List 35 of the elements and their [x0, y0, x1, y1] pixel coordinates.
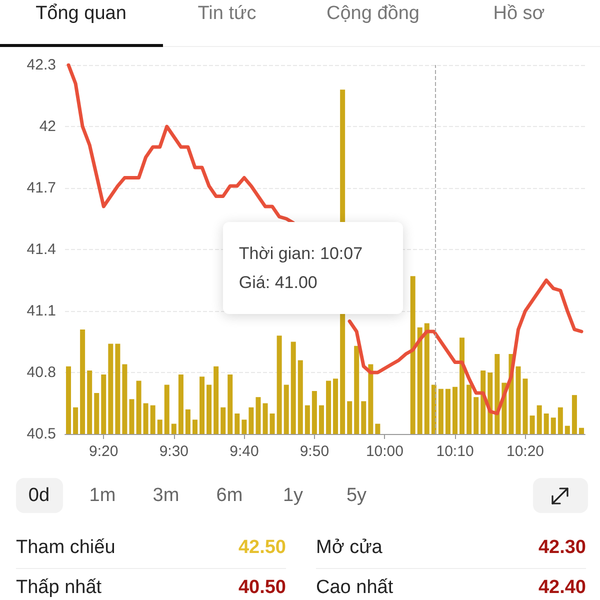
expand-button[interactable] [533, 478, 588, 513]
x-tick-label: 9:50 [300, 443, 330, 460]
text: 42.50 [238, 536, 286, 560]
x-tick-label: 9:20 [89, 443, 118, 460]
text: Cộng đồng [326, 2, 420, 26]
text: Cao nhất [316, 576, 394, 600]
text: 1y [282, 484, 304, 506]
y-tick-label: 40.5 [26, 426, 56, 442]
button[interactable]: 0d [16, 478, 62, 513]
text: Tin tức [198, 2, 256, 26]
text: 40.50 [238, 576, 286, 600]
y-tick-label: 42 [39, 118, 56, 135]
text: 6m [216, 484, 243, 506]
text: 42.30 [538, 536, 586, 560]
y-tick-label: 41.7 [26, 180, 56, 196]
x-tick-label: 10:00 [366, 443, 404, 460]
x-tick-label: 9:40 [230, 443, 259, 460]
x-tick-label: 9:30 [159, 443, 189, 460]
y-tick-label: 41.4 [26, 241, 56, 258]
annotation: Giá: 41.00 [238, 272, 318, 294]
y-tick-label: 40.8 [26, 364, 56, 381]
text: 42.40 [538, 576, 586, 600]
text: Thấp nhất [16, 576, 102, 600]
y-tick-label: 42.3 [26, 56, 56, 74]
x-tick-label: 10:10 [436, 443, 474, 460]
text: Tổng quan [36, 2, 126, 26]
text: Mở cửa [316, 536, 382, 560]
annotation: Thời gian: 10:07 [238, 243, 363, 265]
text: 1m [89, 484, 116, 506]
text: Tham chiếu [16, 536, 116, 560]
text: Hồ sơ [493, 2, 545, 26]
x-tick-label: 10:20 [506, 443, 544, 460]
text: 3m [152, 484, 180, 506]
text: 5y [346, 484, 367, 506]
y-tick-label: 41.1 [26, 302, 56, 320]
